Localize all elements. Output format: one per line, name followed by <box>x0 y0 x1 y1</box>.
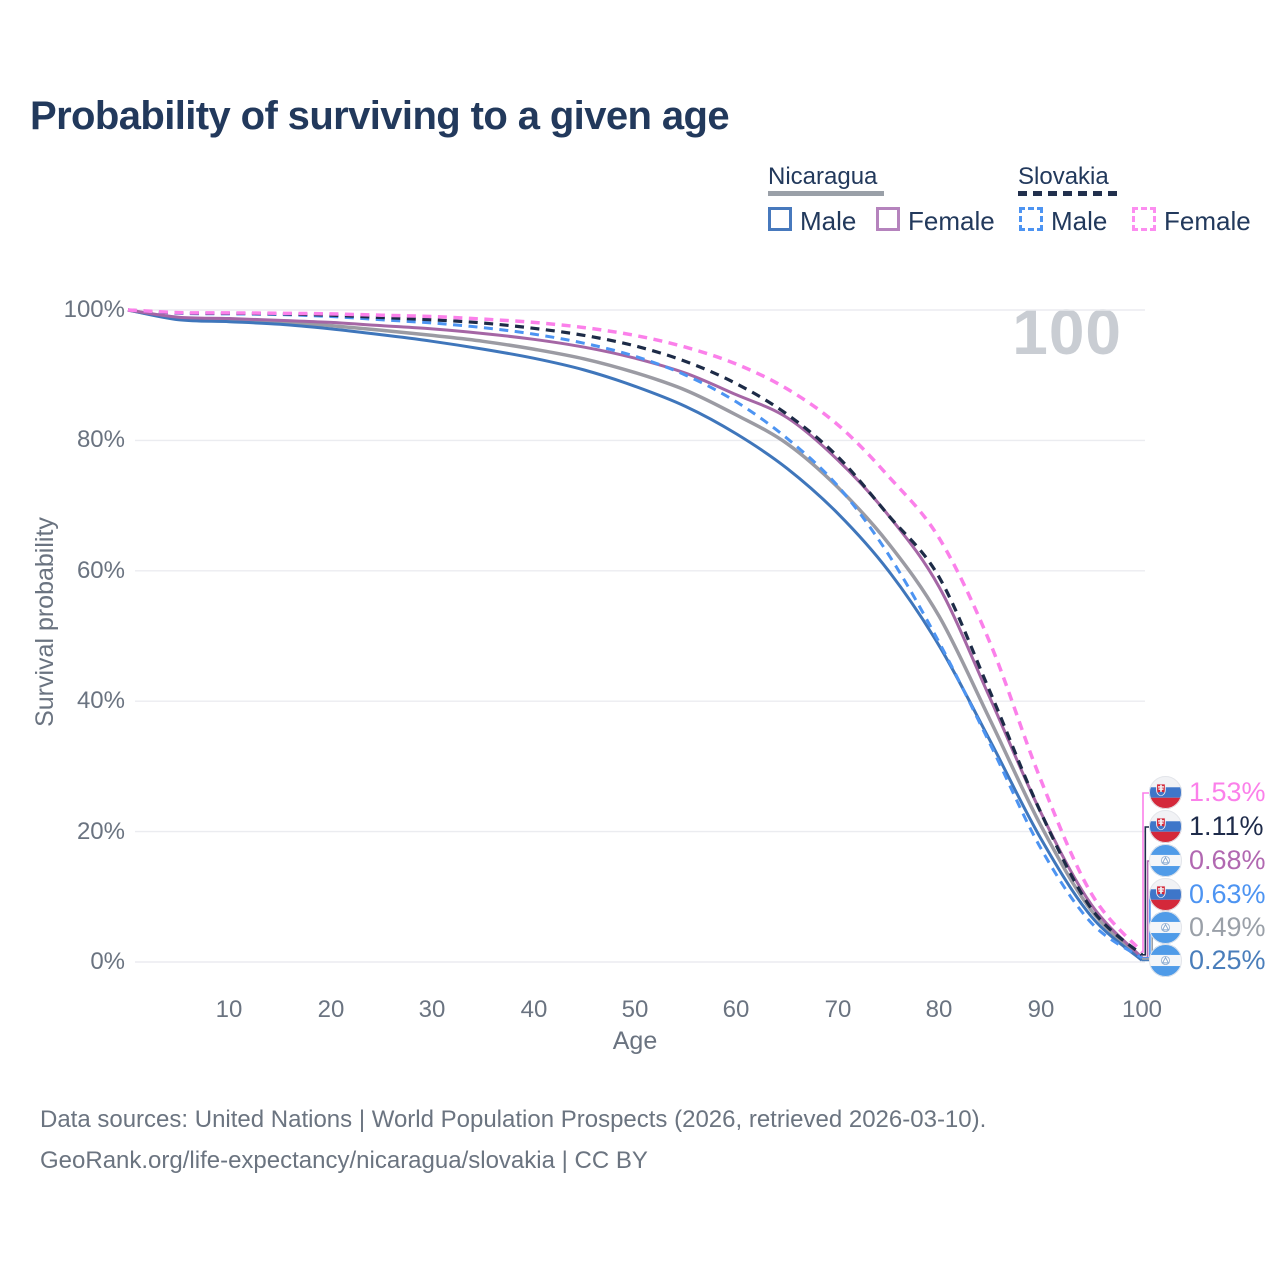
end-label-row: 1.53% <box>1149 776 1266 809</box>
x-tick-label: 60 <box>722 996 750 1023</box>
y-tick-label: 80% <box>76 426 125 453</box>
y-tick-label: 40% <box>76 687 125 714</box>
data-sources-text: Data sources: United Nations | World Pop… <box>40 1106 987 1133</box>
nicaragua-female-label: Female <box>908 206 995 236</box>
x-tick-label: 30 <box>418 996 446 1023</box>
x-axis-title: Age <box>612 1027 658 1055</box>
page-title: Probability of surviving to a given age <box>30 94 730 138</box>
x-tick-label: 100 <box>1121 996 1163 1023</box>
y-tick-label: 0% <box>90 948 125 975</box>
end-label-row: 1.11% <box>1149 810 1264 843</box>
end-label-value: 0.49% <box>1189 912 1266 942</box>
nicaragua-flag-icon <box>1149 844 1182 877</box>
y-tick-label: 60% <box>76 557 125 584</box>
slovakia-female-swatch-icon <box>1132 207 1156 231</box>
nicaragua-flag-icon <box>1149 911 1182 944</box>
y-tick-label: 100% <box>63 296 125 323</box>
slovakia-flag-icon <box>1149 878 1182 911</box>
end-label-row: 0.68% <box>1149 844 1266 877</box>
end-label-row: 0.25% <box>1149 944 1266 977</box>
slovakia-flag-icon <box>1149 776 1182 809</box>
nicaragua-male-swatch-icon <box>768 207 792 231</box>
legend-group-nicaragua-title: Nicaragua <box>768 163 878 190</box>
end-label-value: 0.25% <box>1189 945 1266 975</box>
y-tick-label: 20% <box>76 818 125 845</box>
slovakia-female-label: Female <box>1164 206 1251 236</box>
legend-group-slovakia-title: Slovakia <box>1018 163 1109 190</box>
slovakia-dashed-line-sample <box>1018 191 1118 196</box>
x-tick-label: 50 <box>621 996 649 1023</box>
nicaragua-solid-line-sample <box>768 191 884 196</box>
slovakia-male-label: Male <box>1051 206 1108 236</box>
end-label-value: 1.53% <box>1189 777 1266 807</box>
nicaragua-male-label: Male <box>800 206 857 236</box>
x-tick-label: 80 <box>925 996 953 1023</box>
end-label-value: 1.11% <box>1189 811 1264 841</box>
nicaragua-female-swatch-icon <box>876 207 900 231</box>
end-label-row: 0.49% <box>1149 911 1266 944</box>
slovakia-male-swatch-icon <box>1019 207 1043 231</box>
end-label-row: 0.63% <box>1149 878 1266 911</box>
end-label-value: 0.68% <box>1189 845 1266 875</box>
x-tick-label: 10 <box>215 996 243 1023</box>
nicaragua-flag-icon <box>1149 944 1182 977</box>
y-axis-title: Survival probability <box>31 517 59 727</box>
slovakia-flag-icon <box>1149 810 1182 843</box>
x-tick-label: 20 <box>317 996 345 1023</box>
end-label-value: 0.63% <box>1189 879 1266 909</box>
x-tick-label: 90 <box>1027 996 1055 1023</box>
x-tick-label: 40 <box>520 996 548 1023</box>
attribution-text: GeoRank.org/life-expectancy/nicaragua/sl… <box>40 1147 648 1174</box>
x-tick-label: 70 <box>824 996 852 1023</box>
